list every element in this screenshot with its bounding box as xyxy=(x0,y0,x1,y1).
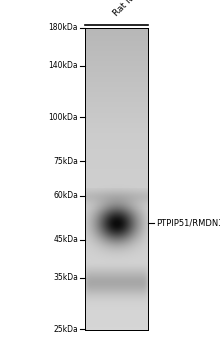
Text: 35kDa: 35kDa xyxy=(53,273,78,282)
Text: 140kDa: 140kDa xyxy=(48,62,78,70)
Text: 75kDa: 75kDa xyxy=(53,156,78,166)
Text: Rat lung: Rat lung xyxy=(112,0,145,18)
Text: 60kDa: 60kDa xyxy=(53,191,78,201)
Text: 25kDa: 25kDa xyxy=(53,324,78,334)
Text: 45kDa: 45kDa xyxy=(53,236,78,245)
Text: PTPIP51/RMDN3: PTPIP51/RMDN3 xyxy=(156,218,220,228)
Text: 180kDa: 180kDa xyxy=(48,23,78,33)
Text: 100kDa: 100kDa xyxy=(48,112,78,121)
